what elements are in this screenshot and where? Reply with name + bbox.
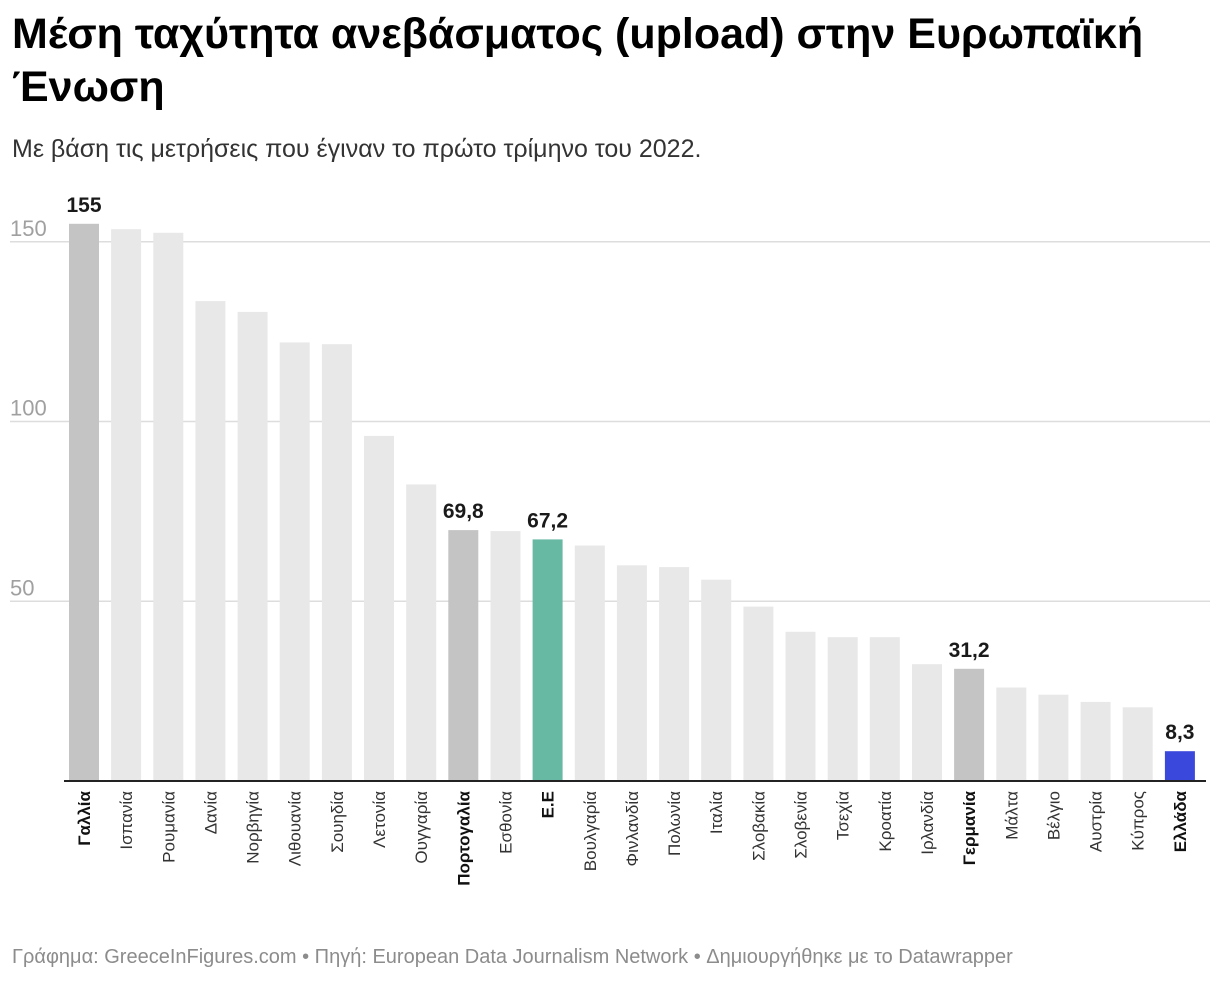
bar-3 bbox=[153, 232, 184, 782]
bar-13 bbox=[574, 545, 605, 781]
y-tick-label: 100 bbox=[10, 396, 47, 421]
x-tick-label: Πολωνία bbox=[665, 791, 684, 856]
x-tick-label: Σλοβενία bbox=[792, 791, 811, 859]
data-labels: 155 69,8 67,2 31,2 8,3 bbox=[66, 194, 1194, 744]
x-tick-label: Κύπρος bbox=[1129, 791, 1148, 851]
x-tick-label: Αυστρία bbox=[1087, 791, 1106, 852]
x-tick-label: Ρουμανία bbox=[159, 791, 178, 863]
bar-14 bbox=[616, 565, 647, 781]
x-tick-label: Βουλγαρία bbox=[581, 791, 600, 871]
chart-title: Μέση ταχύτητα ανεβάσματος (upload) στην … bbox=[12, 10, 1144, 111]
x-tick-label: Φινλανδία bbox=[623, 791, 642, 867]
bar-15 bbox=[659, 567, 690, 781]
x-tick-label: Γαλλία bbox=[75, 790, 94, 845]
bar-19 bbox=[827, 637, 858, 781]
x-tick-label: Ιρλανδία bbox=[918, 791, 937, 855]
bar-8 bbox=[364, 435, 394, 781]
bar-5 bbox=[237, 311, 268, 781]
x-tick-label: Λιθουανία bbox=[286, 791, 305, 866]
bar-18 bbox=[785, 631, 816, 781]
bar-20 bbox=[869, 637, 900, 781]
y-tick-label: 50 bbox=[10, 575, 34, 600]
bar-7 bbox=[321, 344, 352, 781]
x-tick-label: Σουηδία bbox=[328, 791, 347, 853]
x-tick-label: Ισπανία bbox=[117, 791, 136, 850]
bar-1 bbox=[69, 223, 99, 782]
data-label: 8,3 bbox=[1165, 721, 1194, 744]
bars bbox=[69, 223, 1195, 782]
x-tick-label: Εσθονία bbox=[497, 791, 516, 854]
chart-footer: Γράφημα: GreeceInFigures.com • Πηγή: Eur… bbox=[12, 946, 1013, 968]
chart-subtitle: Με βάση τις μετρήσεις που έγιναν το πρώτ… bbox=[12, 135, 702, 163]
bar-10 bbox=[448, 530, 479, 781]
bar-6 bbox=[279, 342, 310, 781]
x-tick-label: Ελλάδα bbox=[1171, 790, 1190, 852]
bar-16 bbox=[701, 579, 732, 781]
bar-12 bbox=[532, 539, 563, 781]
data-label: 155 bbox=[66, 194, 101, 217]
x-tick-label: Ιταλία bbox=[707, 791, 726, 834]
bar-11 bbox=[490, 531, 521, 781]
x-tick-label: Γερμανία bbox=[960, 790, 979, 865]
bar-4 bbox=[195, 301, 226, 781]
x-axis-labels: Γαλλία Ισπανία Ρουμανία Δανία Νορβηγία Λιθουα… bbox=[75, 790, 1190, 885]
data-label: 31,2 bbox=[949, 639, 990, 662]
data-label: 67,2 bbox=[527, 509, 568, 532]
bar-24 bbox=[1038, 694, 1069, 781]
x-tick-label: Λετονία bbox=[370, 791, 389, 848]
y-tick-label: 150 bbox=[10, 216, 47, 241]
bar-chart: 50 100 150 155 69,8 67,2 31,2 8,3 Γαλλία Ισπανί… bbox=[10, 194, 1210, 886]
x-tick-label: Δανία bbox=[201, 791, 220, 834]
bar-22 bbox=[954, 668, 985, 781]
bar-9 bbox=[406, 484, 437, 781]
x-tick-label: Νορβηγία bbox=[244, 791, 263, 864]
bar-21 bbox=[912, 664, 942, 781]
x-tick-label: Σλοβακία bbox=[749, 791, 768, 861]
x-tick-label: Κροατία bbox=[876, 791, 895, 852]
x-tick-label: Ουγγαρία bbox=[412, 791, 431, 864]
grid-lines bbox=[10, 241, 1210, 602]
bar-26 bbox=[1122, 707, 1153, 781]
y-axis-ticks: 50 100 150 bbox=[10, 216, 47, 601]
data-label: 69,8 bbox=[443, 500, 484, 523]
x-tick-label: Πορτογαλία bbox=[454, 790, 473, 885]
bar-17 bbox=[743, 606, 774, 781]
x-tick-label: Μάλτα bbox=[1002, 791, 1021, 840]
x-tick-label: Τσεχία bbox=[834, 791, 853, 840]
x-tick-label: Ε.Ε bbox=[539, 791, 558, 818]
bar-23 bbox=[996, 687, 1027, 781]
bar-2 bbox=[111, 229, 142, 781]
bar-27 bbox=[1164, 751, 1195, 781]
bar-25 bbox=[1080, 701, 1111, 781]
x-tick-label: Βέλγιο bbox=[1044, 791, 1063, 840]
